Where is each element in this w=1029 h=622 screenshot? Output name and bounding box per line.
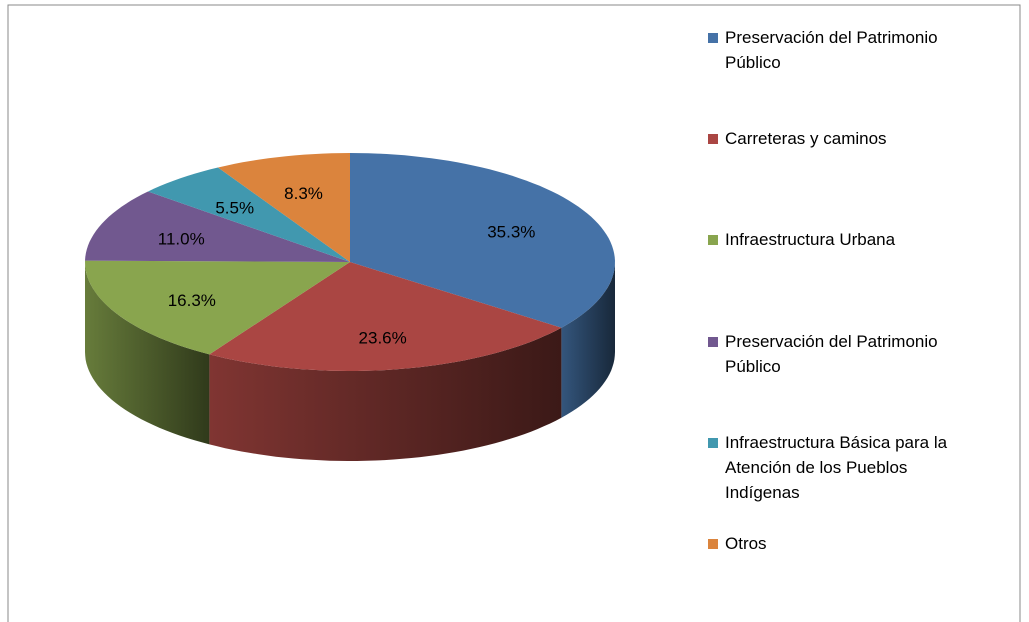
legend-label: Carreteras y caminos (725, 129, 887, 149)
legend-label: Preservación del Patrimonio Público (725, 331, 938, 376)
pie-side (561, 262, 615, 418)
legend-entry: Carreteras y caminos (708, 126, 983, 151)
data-label: 35.3% (487, 222, 535, 241)
pie-slice (148, 167, 350, 262)
pie-slice (218, 153, 350, 262)
legend-entry: Preservación del Patrimonio Público (708, 329, 983, 379)
legend-entry: Otros (708, 531, 983, 556)
pie-slice (350, 153, 615, 328)
legend-swatch (708, 134, 718, 145)
legend-entry: Preservación del Patrimonio Público (708, 25, 983, 75)
data-label: 16.3% (168, 291, 216, 310)
legend-label: Preservación del Patrimonio Público (725, 28, 938, 72)
legend-label: Infraestructura Urbana (725, 230, 896, 250)
pie-slice (85, 191, 350, 262)
legend-swatch (708, 336, 718, 347)
data-label: 5.5% (215, 199, 254, 218)
pie-side (209, 327, 562, 461)
legend-label: Otros (725, 534, 767, 553)
data-label: 23.6% (359, 328, 407, 347)
legend-swatch (708, 437, 718, 448)
legend-label: Infraestructura Básica para la Atención … (725, 432, 948, 502)
data-label: 8.3% (284, 184, 323, 203)
legend-entry: Infraestructura Básica para la Atención … (708, 430, 983, 505)
data-label: 11.0% (158, 230, 205, 249)
legend-swatch (708, 33, 718, 43)
legend-swatch (708, 539, 718, 549)
pie-slice (209, 262, 562, 371)
pie-side (85, 262, 210, 445)
legend-entry: Infraestructura Urbana (708, 227, 983, 252)
pie-slice (85, 260, 350, 355)
legend-swatch (708, 235, 718, 246)
